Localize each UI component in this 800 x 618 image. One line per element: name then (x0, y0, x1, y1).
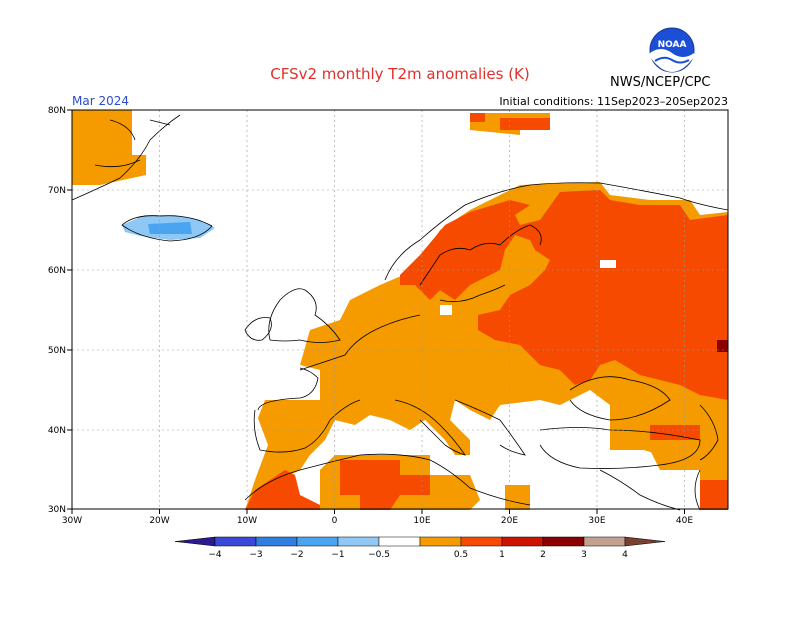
legend-swatch (296, 536, 339, 547)
legend-swatch (214, 536, 257, 547)
lon-tick-label: 10W (237, 516, 257, 526)
map-title: CFSv2 monthly T2m anomalies (K) (270, 65, 530, 83)
lat-tick-label: 70N (48, 186, 66, 196)
map-frame (71, 109, 729, 510)
legend-label: 1 (499, 550, 505, 560)
legend-label: 0.5 (454, 550, 468, 560)
logo-text: NOAA (658, 40, 687, 50)
legend-swatch (337, 536, 380, 547)
anomaly-fill-red (245, 113, 728, 510)
lon-tick-label: 0 (332, 516, 338, 526)
coastlines (71, 114, 729, 511)
graticule (72, 110, 728, 509)
color-legend: −4 −3 −2 −1 −0.5 0.5 1 2 3 4 (174, 536, 666, 560)
initial-conditions: Initial conditions: 11Sep2023–20Sep2023 (499, 95, 728, 108)
legend-swatch (501, 536, 544, 547)
legend-label: −1 (331, 550, 344, 560)
legend-swatch (542, 536, 585, 547)
noaa-logo-icon: NOAA (649, 27, 695, 73)
legend-swatch (419, 536, 462, 547)
legend-label: −3 (249, 550, 262, 560)
legend-label: −2 (290, 550, 303, 560)
legend-arrow-left (174, 536, 216, 547)
anomaly-fill-darkred (717, 340, 728, 352)
anomaly-fill-blue (122, 215, 215, 240)
lon-tick-label: 20W (149, 516, 169, 526)
lat-tick-label: 50N (48, 346, 66, 356)
forecast-month: Mar 2024 (72, 94, 129, 108)
lat-tick-label: 60N (48, 266, 66, 276)
legend-swatch (460, 536, 503, 547)
legend-label: 3 (581, 550, 587, 560)
legend-label: −4 (208, 550, 222, 560)
lat-tick-label: 40N (48, 426, 66, 436)
legend-swatch (583, 536, 626, 547)
legend-arrow-right (624, 536, 666, 547)
lon-tick-label: 30W (62, 516, 82, 526)
legend-swatch (255, 536, 298, 547)
lat-tick-label: 80N (48, 106, 66, 116)
organization-label: NWS/NCEP/CPC (610, 75, 711, 90)
legend-swatch (378, 536, 421, 547)
legend-label: 2 (540, 550, 546, 560)
lon-tick-label: 10E (413, 516, 430, 526)
lon-tick-label: 20E (501, 516, 518, 526)
lat-tick-label: 30N (48, 505, 66, 515)
lon-tick-label: 40E (676, 516, 693, 526)
lon-tick-label: 30E (588, 516, 605, 526)
legend-label: −0.5 (368, 550, 390, 560)
legend-label: 4 (622, 550, 628, 560)
